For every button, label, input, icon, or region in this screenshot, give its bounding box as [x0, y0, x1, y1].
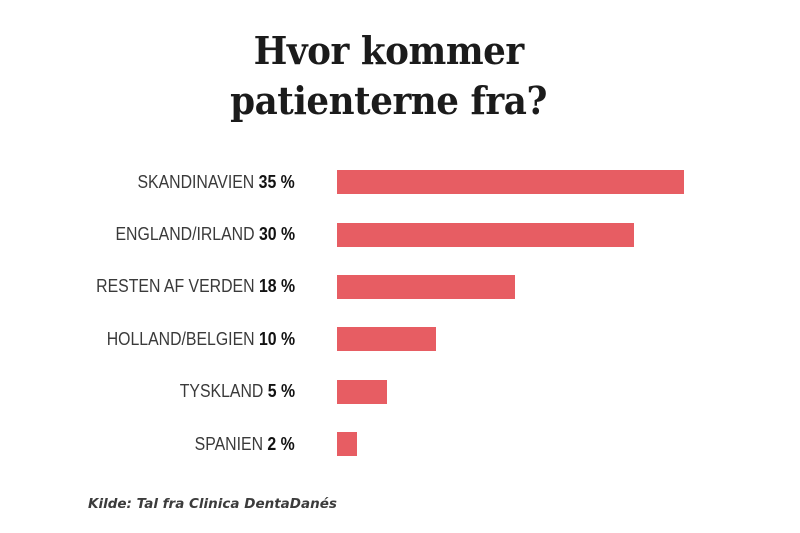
- bar-chart: SKANDINAVIEN 35 % ENGLAND/IRLAND 30 % REST…: [0, 156, 800, 470]
- bar-label: ENGLAND/IRLAND 30 %: [0, 224, 295, 245]
- bar: [337, 379, 387, 404]
- bar: [337, 432, 357, 457]
- value-label: 5 %: [267, 381, 295, 402]
- chart-row: SKANDINAVIEN 35 %: [0, 156, 800, 208]
- chart-title-line1: Hvor kommer: [253, 28, 525, 73]
- bar: [337, 170, 684, 195]
- value-label: 18 %: [258, 276, 295, 297]
- bar-label-text: TYSKLAND 5 %: [180, 381, 295, 402]
- bar-label-text: RESTEN AF VERDEN 18 %: [96, 276, 295, 297]
- category-label: HOLLAND/BELGIEN: [106, 328, 255, 349]
- chart-title: Hvor kommer patienterne fra?: [0, 26, 778, 126]
- bar-label-text: SKANDINAVIEN 35 %: [138, 172, 295, 193]
- bar-label: SPANIEN 2 %: [0, 434, 295, 455]
- source-note: Kilde: Tal fra Clinica DentaDanés: [88, 496, 337, 512]
- bar-label-text: ENGLAND/IRLAND 30 %: [115, 224, 295, 245]
- chart-row: ENGLAND/IRLAND 30 %: [0, 208, 800, 260]
- category-label: RESTEN AF VERDEN: [96, 276, 255, 297]
- category-label: TYSKLAND: [179, 381, 264, 402]
- chart-row: RESTEN AF VERDEN 18 %: [0, 261, 800, 313]
- chart-row: HOLLAND/BELGIEN 10 %: [0, 313, 800, 365]
- bar: [337, 327, 436, 352]
- category-label: SPANIEN: [194, 433, 264, 454]
- bar-label-text: HOLLAND/BELGIEN 10 %: [107, 329, 295, 350]
- value-label: 10 %: [258, 328, 295, 349]
- chart-row: TYSKLAND 5 %: [0, 366, 800, 418]
- value-label: 35 %: [258, 171, 295, 192]
- bar-label-text: SPANIEN 2 %: [195, 434, 295, 455]
- value-label: 30 %: [258, 224, 295, 245]
- bar-label: SKANDINAVIEN 35 %: [0, 172, 295, 193]
- category-label: ENGLAND/IRLAND: [115, 224, 255, 245]
- bar-label: TYSKLAND 5 %: [0, 381, 295, 402]
- bar-label: HOLLAND/BELGIEN 10 %: [0, 329, 295, 350]
- bar: [337, 222, 634, 247]
- bar: [337, 274, 516, 299]
- value-label: 2 %: [267, 433, 295, 454]
- category-label: SKANDINAVIEN: [137, 171, 255, 192]
- chart-row: SPANIEN 2 %: [0, 418, 800, 470]
- bar-label: RESTEN AF VERDEN 18 %: [0, 276, 295, 297]
- chart-title-line2: patienterne fra?: [230, 78, 548, 123]
